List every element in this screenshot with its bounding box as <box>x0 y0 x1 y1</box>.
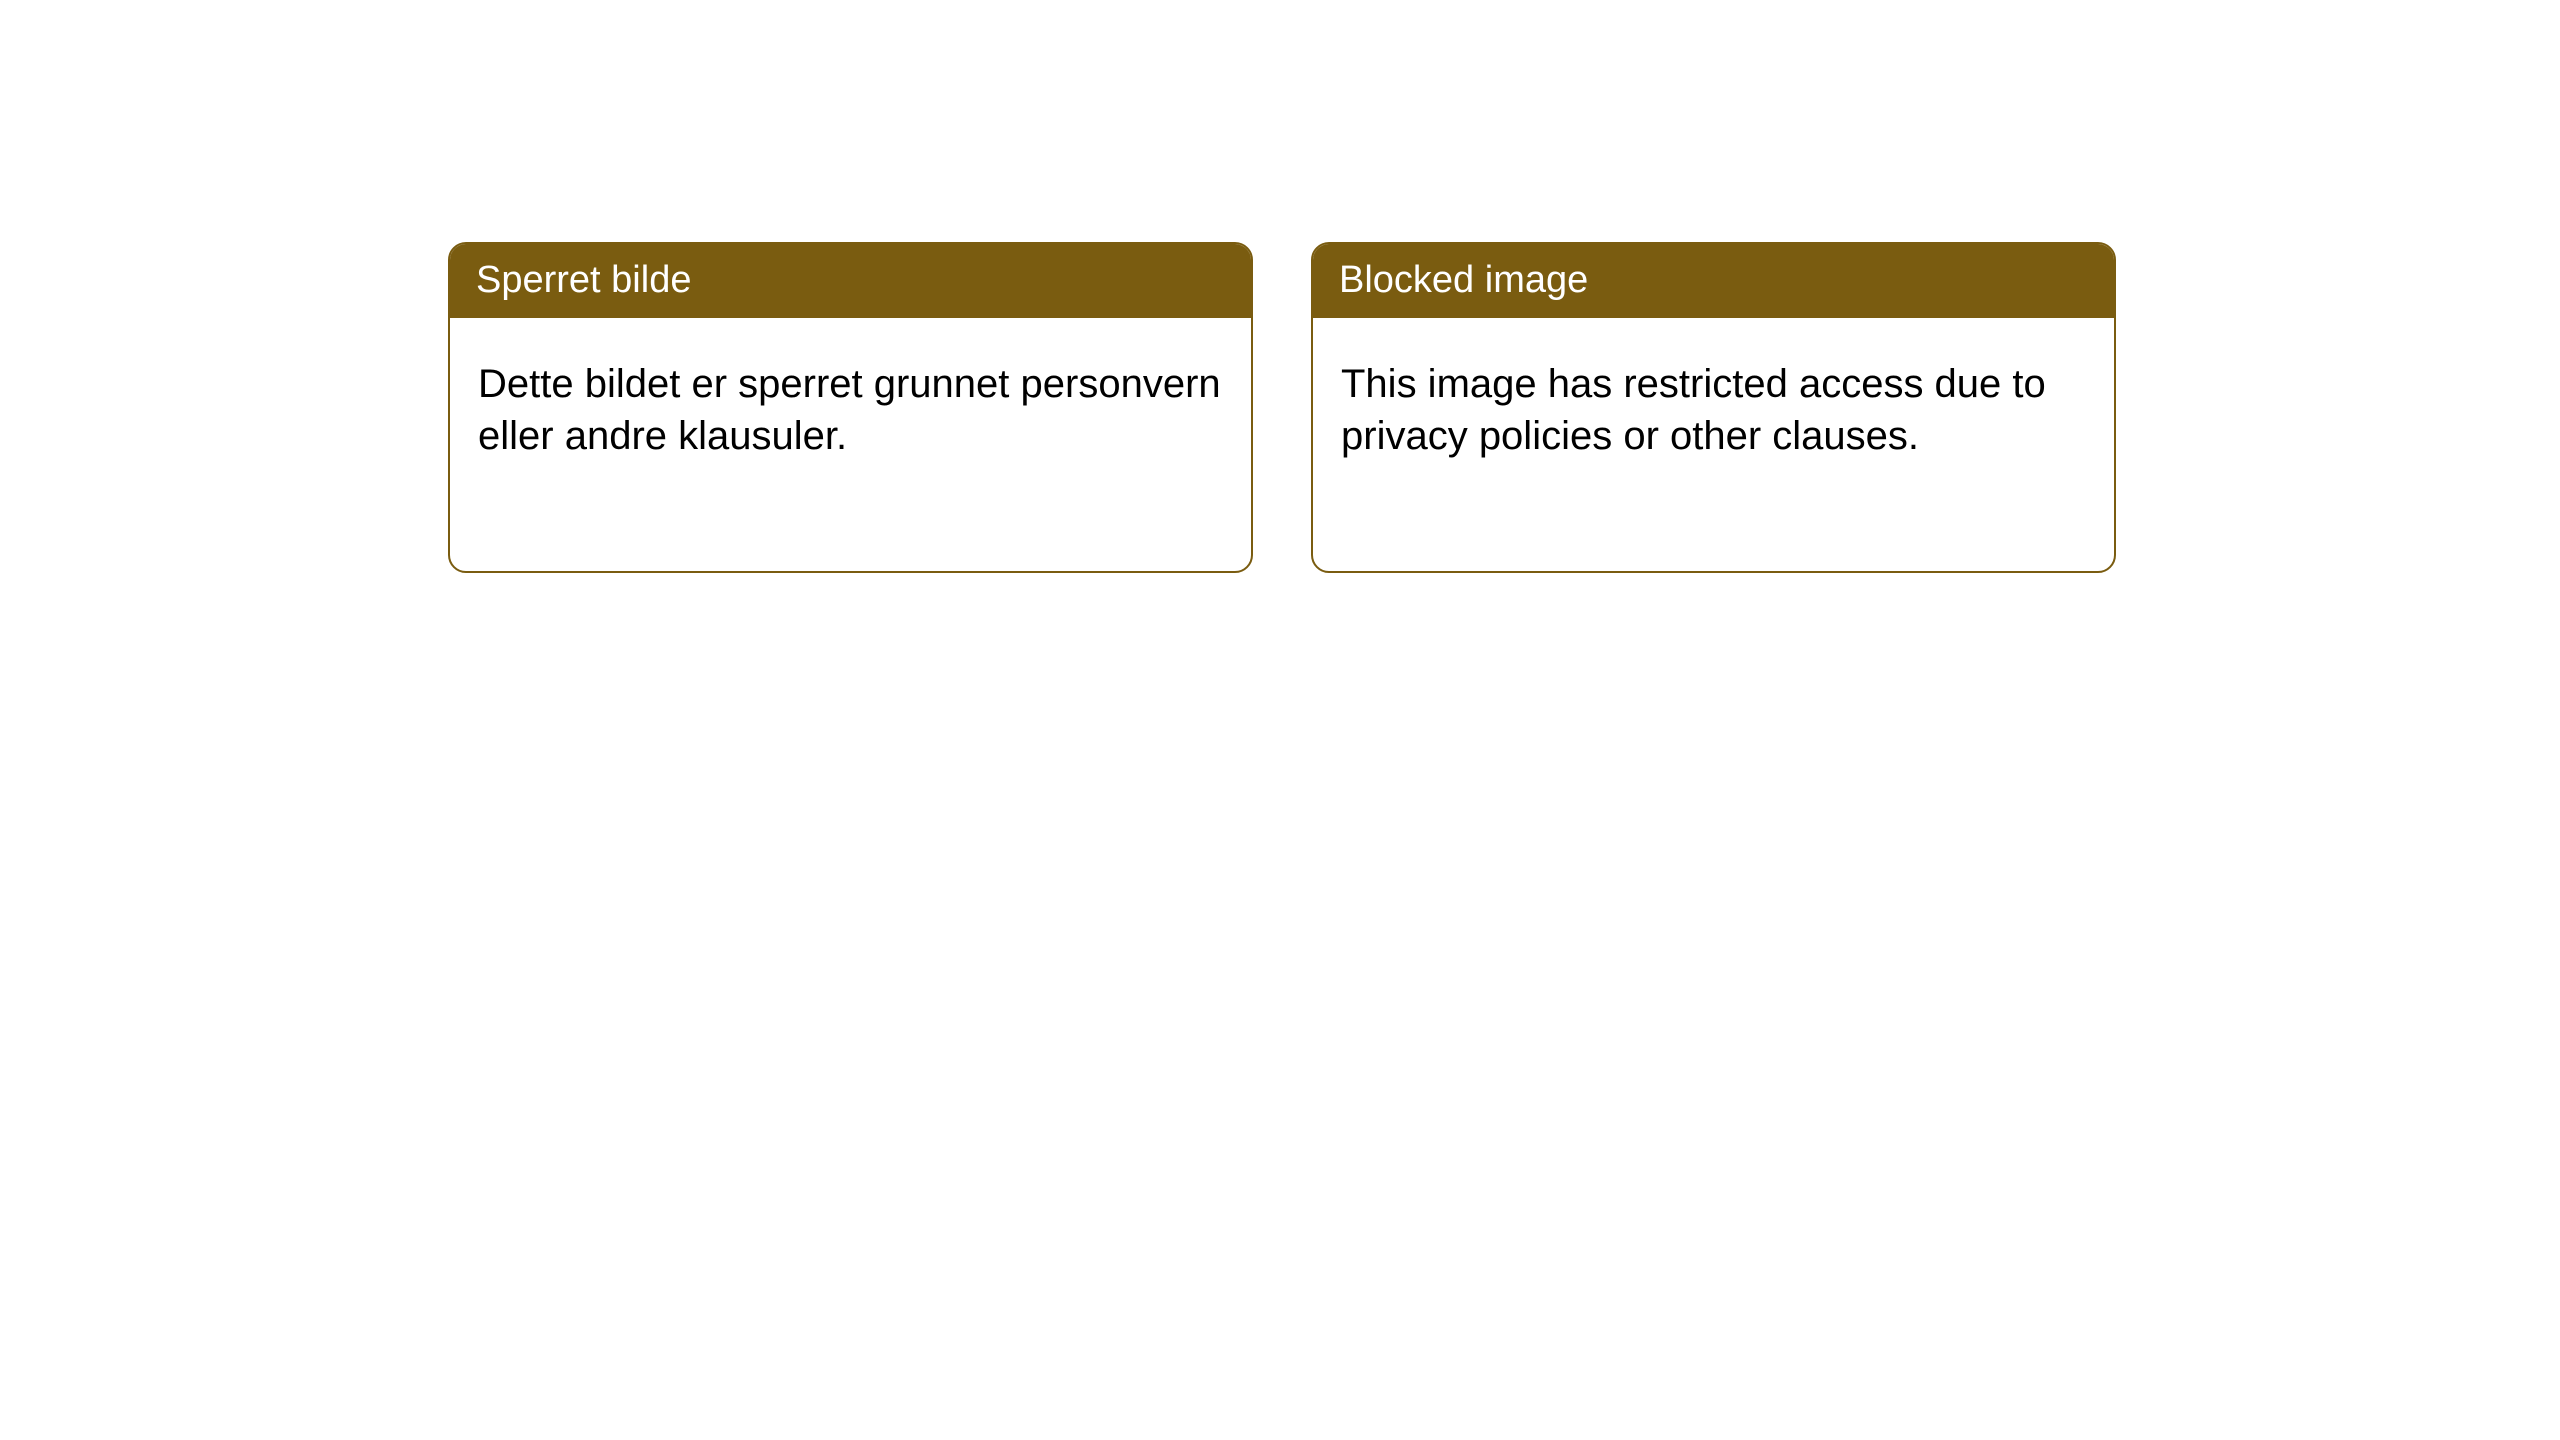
notice-body: This image has restricted access due to … <box>1313 318 2114 502</box>
notice-box-english: Blocked image This image has restricted … <box>1311 242 2116 573</box>
notice-title: Sperret bilde <box>476 259 691 301</box>
notice-body-text: Dette bildet er sperret grunnet personve… <box>478 362 1221 458</box>
notice-container: Sperret bilde Dette bildet er sperret gr… <box>0 0 2560 573</box>
notice-body-text: This image has restricted access due to … <box>1341 362 2046 458</box>
notice-title: Blocked image <box>1339 259 1588 301</box>
notice-box-norwegian: Sperret bilde Dette bildet er sperret gr… <box>448 242 1253 573</box>
notice-header: Blocked image <box>1313 244 2114 318</box>
notice-body: Dette bildet er sperret grunnet personve… <box>450 318 1251 502</box>
notice-header: Sperret bilde <box>450 244 1251 318</box>
